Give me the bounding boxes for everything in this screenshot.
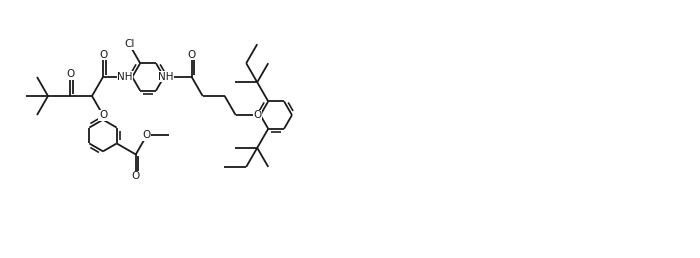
Text: Cl: Cl (124, 39, 134, 49)
Text: NH: NH (158, 72, 174, 82)
Text: NH: NH (118, 72, 133, 82)
Text: O: O (99, 50, 107, 60)
Text: O: O (99, 110, 107, 120)
Text: O: O (188, 50, 196, 60)
Text: O: O (66, 69, 74, 79)
Text: O: O (132, 171, 140, 181)
Text: O: O (143, 130, 151, 140)
Text: O: O (253, 110, 262, 120)
